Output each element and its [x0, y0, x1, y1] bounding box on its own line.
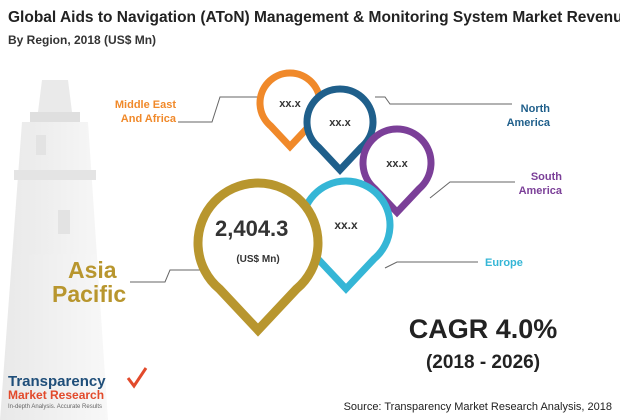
- label-line: America: [507, 117, 551, 129]
- asia-value: 2,404.3: [215, 216, 288, 241]
- region-label: South America: [519, 171, 563, 197]
- logo-line1: Transparency: [8, 373, 106, 390]
- subtitle: By Region, 2018 (US$ Mn): [8, 33, 156, 47]
- region-value: xx.x: [279, 98, 301, 110]
- region-value: xx.x: [329, 117, 351, 129]
- cagr: CAGR 4.0%: [409, 314, 558, 344]
- unit: (US$ Mn): [236, 254, 279, 265]
- logo-tagline: In-depth Analysis. Accurate Results: [8, 404, 102, 410]
- label-line: North: [521, 103, 551, 115]
- region-label: Middle East And Africa: [115, 99, 177, 125]
- lighthouse: [0, 80, 108, 420]
- region-label: North America: [507, 103, 551, 129]
- region-pin: [303, 85, 377, 175]
- label-line: And Africa: [121, 113, 177, 125]
- label-line: South: [531, 171, 562, 183]
- label-line: Europe: [485, 257, 523, 269]
- label-line: America: [519, 185, 563, 197]
- leader-lines: [130, 96, 515, 283]
- logo-line2: Market Research: [8, 388, 104, 402]
- title: Global Aids to Navigation (AToN) Managem…: [8, 9, 620, 26]
- cagr-period: (2018 - 2026): [426, 352, 540, 373]
- region-pin: [193, 178, 323, 337]
- label-line: Pacific: [52, 281, 126, 307]
- region-value: xx.x: [386, 158, 408, 170]
- label-line: Asia: [68, 257, 117, 283]
- region-label: Europe: [485, 257, 523, 269]
- logo: Transparency Market Research In-depth An…: [8, 367, 148, 410]
- region-value: xx.x: [334, 218, 358, 232]
- region-label: Asia Pacific: [52, 257, 126, 307]
- source: Source: Transparency Market Research Ana…: [344, 401, 612, 413]
- label-line: Middle East: [115, 99, 176, 111]
- region-pin: [359, 125, 435, 218]
